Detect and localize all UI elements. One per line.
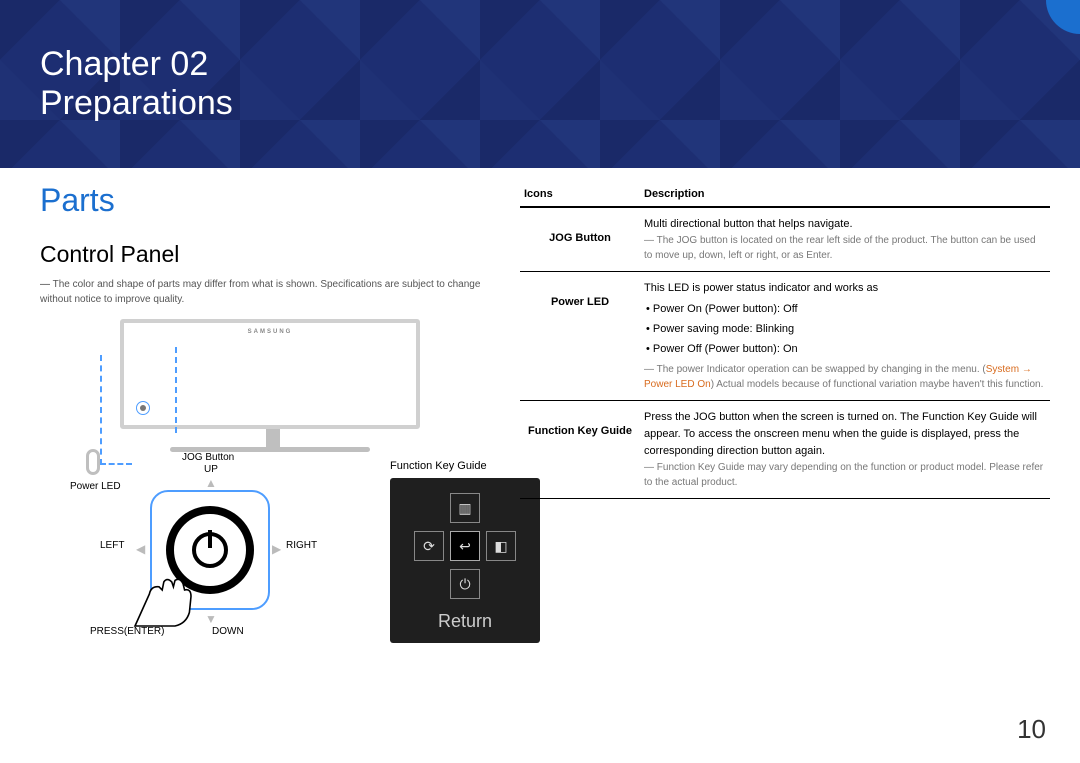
cell-desc: Multi directional button that helps navi… bbox=[640, 207, 1050, 272]
parts-title: Parts bbox=[40, 182, 500, 219]
monitor-brand: SAMSUNG bbox=[248, 329, 293, 335]
control-panel-title: Control Panel bbox=[40, 241, 500, 268]
chapter-banner: Chapter 02 Preparations bbox=[0, 0, 1080, 168]
cell-desc: Press the JOG button when the screen is … bbox=[640, 401, 1050, 499]
table-row: JOG Button Multi directional button that… bbox=[520, 207, 1050, 272]
th-icons: Icons bbox=[520, 182, 640, 207]
jog-button-label: JOG Button bbox=[182, 452, 234, 463]
list-item: Power Off (Power button): On bbox=[646, 341, 1046, 358]
monitor-stand-neck bbox=[266, 429, 280, 447]
pressenter-label: PRESS(ENTER) bbox=[90, 626, 164, 637]
pip-icon: ◧ bbox=[486, 531, 516, 561]
table-row: Function Key Guide Press the JOG button … bbox=[520, 401, 1050, 499]
cell-icon: JOG Button bbox=[520, 207, 640, 272]
corner-tab bbox=[1046, 0, 1080, 34]
chapter-title: Preparations bbox=[40, 84, 233, 122]
fkg-panel: ▥ ⟳ ↩ ◧ ⏻ Return bbox=[390, 478, 540, 643]
callout-line bbox=[175, 347, 177, 433]
loop-icon: ⟳ bbox=[414, 531, 444, 561]
spec-note-text: The color and shape of parts may differ … bbox=[40, 279, 480, 305]
jog-diagram: JOG Button ▲ ▼ ◀ ▶ UP DOWN LEFT RIGHT PR… bbox=[92, 460, 372, 660]
desc-text: Press the JOG button when the screen is … bbox=[644, 411, 1037, 457]
cell-icon: Function Key Guide bbox=[520, 401, 640, 499]
desc-bullets: Power On (Power button): Off Power savin… bbox=[644, 301, 1046, 358]
fkg-return-label: Return bbox=[438, 611, 492, 632]
chapter-number: Chapter 02 bbox=[40, 45, 208, 83]
monitor-frame: SAMSUNG bbox=[120, 319, 420, 429]
arrow-left-icon: ◀ bbox=[136, 542, 145, 556]
hand-icon bbox=[122, 550, 212, 630]
icons-table: Icons Description JOG Button Multi direc… bbox=[520, 182, 1050, 499]
up-label: UP bbox=[204, 464, 218, 475]
return-icon: ↩ bbox=[450, 531, 480, 561]
page-number: 10 bbox=[1017, 714, 1046, 745]
jog-dot-icon bbox=[136, 401, 150, 415]
th-description: Description bbox=[640, 182, 1050, 207]
table-row: Power LED This LED is power status indic… bbox=[520, 272, 1050, 401]
menu-icon: ▥ bbox=[450, 493, 480, 523]
desc-text: Multi directional button that helps navi… bbox=[644, 218, 853, 230]
cell-icon: Power LED bbox=[520, 272, 640, 401]
list-item: Power saving mode: Blinking bbox=[646, 321, 1046, 338]
spec-note: ― The color and shape of parts may diffe… bbox=[40, 278, 500, 307]
monitor-diagram: SAMSUNG Power LED bbox=[80, 319, 440, 452]
right-label: RIGHT bbox=[286, 540, 317, 551]
desc-note: ― Function Key Guide may vary depending … bbox=[644, 460, 1046, 490]
list-item: Power On (Power button): Off bbox=[646, 301, 1046, 318]
arrow-up-icon: ▲ bbox=[205, 476, 217, 490]
desc-text: This LED is power status indicator and w… bbox=[644, 282, 878, 294]
callout-line-2 bbox=[100, 355, 132, 465]
power-off-icon: ⏻ bbox=[450, 569, 480, 599]
cell-desc: This LED is power status indicator and w… bbox=[640, 272, 1050, 401]
desc-note: ― The JOG button is located on the rear … bbox=[644, 233, 1046, 263]
desc-note: ― The power Indicator operation can be s… bbox=[644, 362, 1046, 392]
down-label: DOWN bbox=[212, 626, 244, 637]
arrow-right-icon: ▶ bbox=[272, 542, 281, 556]
chapter-heading: Chapter 02 Preparations bbox=[40, 45, 1080, 123]
left-label: LEFT bbox=[100, 540, 124, 551]
arrow-down-icon: ▼ bbox=[205, 612, 217, 626]
